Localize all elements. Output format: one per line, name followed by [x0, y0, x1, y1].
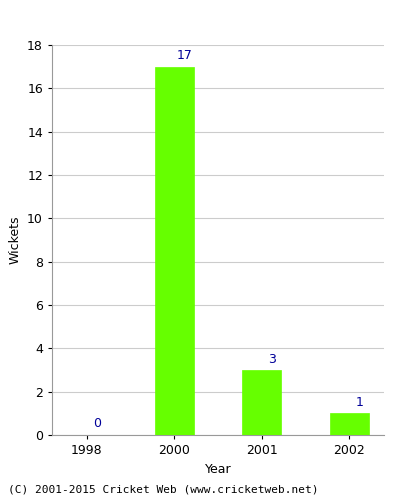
- Text: 3: 3: [268, 352, 276, 366]
- Y-axis label: Wickets: Wickets: [8, 216, 22, 264]
- Text: 17: 17: [177, 50, 193, 62]
- Text: 0: 0: [93, 416, 101, 430]
- X-axis label: Year: Year: [205, 462, 231, 475]
- Text: (C) 2001-2015 Cricket Web (www.cricketweb.net): (C) 2001-2015 Cricket Web (www.cricketwe…: [8, 485, 318, 495]
- Bar: [154, 66, 194, 435]
- Text: 1: 1: [356, 396, 364, 409]
- Bar: [330, 414, 369, 435]
- Bar: [242, 370, 282, 435]
